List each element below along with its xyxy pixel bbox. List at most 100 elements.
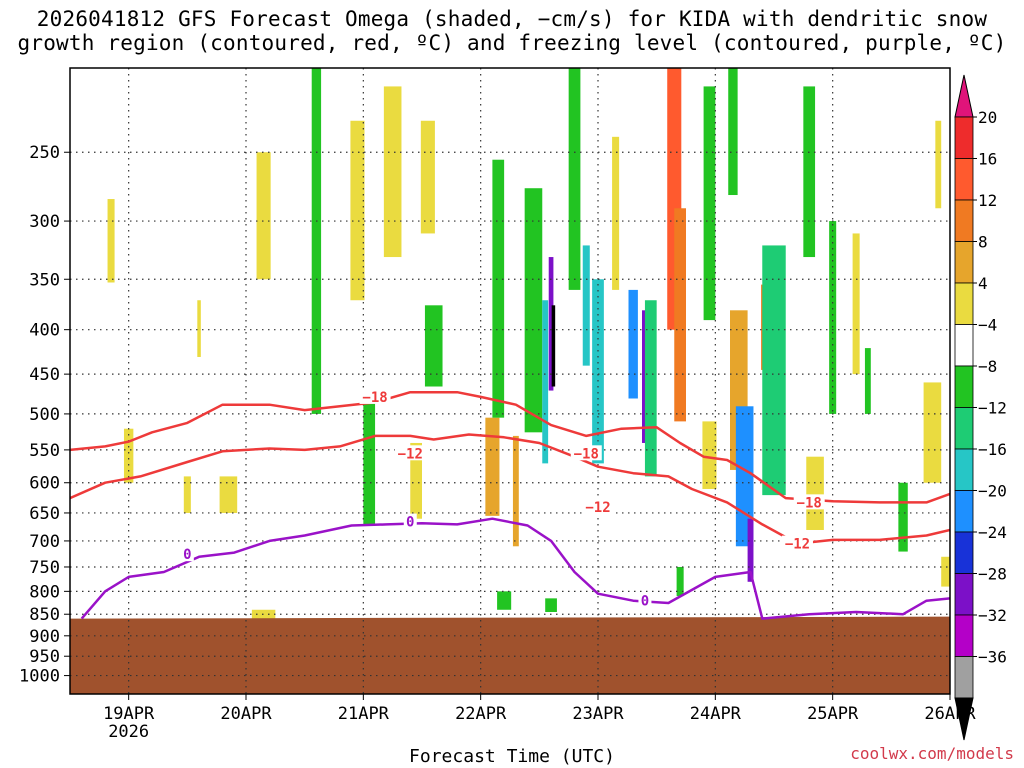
omega-cell-0 <box>107 199 115 283</box>
omega-cell-55 <box>497 591 512 610</box>
colorbar-label-1: 16 <box>978 150 997 169</box>
omega-cell-37 <box>702 421 717 489</box>
contour-label-5: −12 <box>785 537 810 553</box>
omega-cell-50 <box>923 382 942 483</box>
y-tick-label-900: 900 <box>29 627 60 647</box>
omega-cell-12 <box>363 390 376 525</box>
x-tick-sublabel-19APR: 2026 <box>108 722 149 742</box>
colorbar-swatch-13 <box>954 614 974 657</box>
omega-cell-16 <box>420 120 435 234</box>
omega-cell-49 <box>898 482 908 552</box>
omega-cell-7 <box>285 152 300 422</box>
colorbar-label-7: −12 <box>978 399 1007 418</box>
omega-cell-3 <box>197 300 201 357</box>
colorbar-swatch-4 <box>954 241 974 284</box>
colorbar-label-3: 8 <box>978 233 988 252</box>
colorbar-label-6: −8 <box>978 357 997 376</box>
omega-cell-38 <box>728 68 738 196</box>
y-tick-label-750: 750 <box>29 558 60 578</box>
omega-cell-35 <box>674 208 686 422</box>
terrain-fill <box>70 616 950 694</box>
contour-label-3: −12 <box>398 446 423 462</box>
colorbar-label-0: 20 <box>978 108 997 127</box>
contour-label-1: −18 <box>574 446 599 462</box>
colorbar-swatch-6 <box>954 324 974 367</box>
contour-label-bg-0 <box>359 388 391 404</box>
omega-cell-54 <box>735 571 743 592</box>
y-tick-label-400: 400 <box>29 321 60 341</box>
colorbar-swatch-11 <box>954 531 974 574</box>
colorbar-label-5: −4 <box>978 316 997 335</box>
contour-labels: −18 −18 −18 −12 −12 −12 0 0 0 <box>180 388 825 610</box>
x-tick-label-25APR: 25APR <box>807 704 859 724</box>
contour-label-8: 0 <box>641 594 649 610</box>
chart-title-line-2: growth region (contoured, red, ºC) and f… <box>17 31 1007 55</box>
omega-cell-44 <box>803 86 816 258</box>
colorbar-label-12: −32 <box>978 606 1007 625</box>
colorbar-swatch-7 <box>954 365 974 408</box>
x-tick-label-22APR: 22APR <box>455 704 507 724</box>
colorbar-swatch-3 <box>954 199 974 242</box>
y-tick-label-600: 600 <box>29 474 60 494</box>
colorbar-label-4: 4 <box>978 274 988 293</box>
contour-label-bg-4 <box>582 499 614 515</box>
colorbar-swatch-5 <box>954 282 974 325</box>
omega-cell-10 <box>350 120 365 301</box>
omega-cell-46 <box>829 221 837 414</box>
colorbar-bottom-triangle <box>954 697 974 741</box>
contour-label-6: 0 <box>183 547 191 563</box>
y-tick-label-500: 500 <box>29 405 60 425</box>
omega-cell-4 <box>219 476 238 513</box>
x-axis-label: Forecast Time (UTC) <box>409 746 615 767</box>
y-tick-label-850: 850 <box>29 605 60 625</box>
contour-line-0 <box>70 390 950 504</box>
contour-label-0: −18 <box>362 390 387 406</box>
plot-frame <box>69 67 951 695</box>
colorbar-swatch-9 <box>954 448 974 491</box>
omega-cell-15 <box>410 442 422 519</box>
y-tick-label-1000: 1000 <box>19 667 60 687</box>
contour-label-2: −18 <box>797 495 822 511</box>
omega-cell-43 <box>762 245 786 496</box>
contour-label-bg-8 <box>638 592 652 608</box>
chart-title-line-1: 2026041812 GFS Forecast Omega (shaded, −… <box>36 7 988 31</box>
y-tick-label-950: 950 <box>29 647 60 667</box>
omega-cell-25 <box>548 257 554 391</box>
omega-cell-9 <box>311 68 322 414</box>
colorbar-swatch-1 <box>954 116 974 159</box>
omega-cell-33 <box>644 300 657 477</box>
omega-cell-8 <box>288 469 298 541</box>
omega-cell-57 <box>615 591 628 610</box>
omega-cell-56 <box>545 598 557 613</box>
omega-cell-52 <box>941 556 950 587</box>
contour-label-bg-5 <box>781 535 813 551</box>
colorbar-label-2: 12 <box>978 191 997 210</box>
contour-label-4: −12 <box>585 500 610 516</box>
colorbar-label-11: −28 <box>978 565 1007 584</box>
omega-cell-17 <box>424 305 443 387</box>
omega-cell-23 <box>524 188 543 433</box>
colorbar-label-8: −16 <box>978 440 1007 459</box>
credit-text: coolwx.com/models <box>850 744 1014 763</box>
omega-cell-20 <box>485 417 500 516</box>
omega-cell-5 <box>256 152 271 280</box>
contour-label-bg-6 <box>180 546 194 562</box>
x-tick-label-23APR: 23APR <box>572 704 624 724</box>
omega-cell-29 <box>592 279 604 464</box>
x-tick-label-19APR: 19APR <box>103 704 155 724</box>
terrain-area <box>70 616 950 694</box>
y-tick-label-350: 350 <box>29 270 60 290</box>
contour-label-bg-7 <box>403 513 417 529</box>
y-tick-label-700: 700 <box>29 532 60 552</box>
colorbar-label-10: −24 <box>978 523 1007 542</box>
x-tick-label-21APR: 21APR <box>338 704 390 724</box>
omega-cell-48 <box>864 348 871 414</box>
omega-cell-30 <box>612 136 620 290</box>
y-tick-label-550: 550 <box>29 441 60 461</box>
omega-cell-19 <box>474 386 487 467</box>
omega-cell-22 <box>512 435 519 547</box>
x-tick-label-20APR: 20APR <box>220 704 272 724</box>
colorbar-swatch-2 <box>954 158 974 201</box>
